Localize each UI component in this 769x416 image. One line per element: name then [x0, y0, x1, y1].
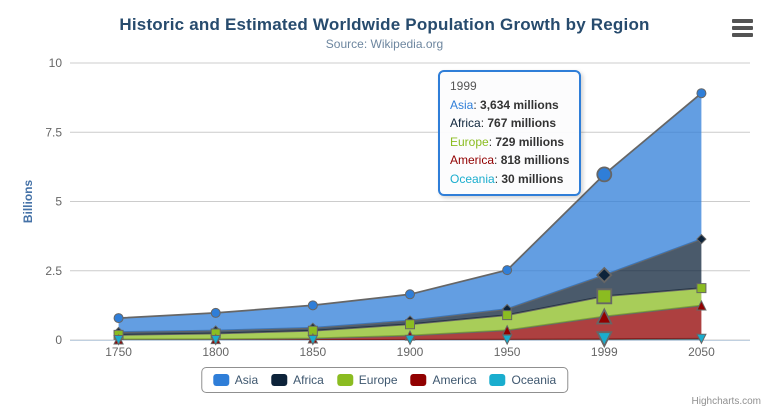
- legend-label: Oceania: [511, 373, 557, 387]
- legend: Asia Africa Europe America Oceania: [200, 367, 569, 393]
- x-axis-tick-label: 1950: [494, 345, 521, 359]
- y-axis-tick-label: 2.5: [45, 264, 62, 278]
- legend-label: America: [432, 373, 477, 387]
- x-axis-tick-label: 1900: [397, 345, 424, 359]
- marker-asia-1950[interactable]: [502, 265, 513, 276]
- legend-label: Africa: [293, 373, 324, 387]
- marker-oceania-1850[interactable]: [307, 334, 319, 346]
- y-axis-tick-label: 5: [55, 195, 62, 209]
- marker-asia-1850[interactable]: [307, 300, 318, 311]
- legend-swatch-europe: [336, 374, 353, 386]
- marker-europe-1900[interactable]: [405, 319, 415, 330]
- marker-europe-2050[interactable]: [696, 283, 707, 294]
- legend-item-oceania[interactable]: Oceania: [489, 373, 557, 387]
- marker-america-2050[interactable]: [696, 299, 707, 311]
- marker-africa-2050[interactable]: [696, 233, 707, 245]
- x-axis-tick-label: 1850: [300, 345, 327, 359]
- y-axis-tick-label: 0: [55, 333, 62, 347]
- area-asia[interactable]: [118, 93, 702, 332]
- y-axis-tick-label: 10: [49, 56, 63, 70]
- legend-item-europe[interactable]: Europe: [336, 373, 398, 387]
- hamburger-icon: [732, 19, 753, 23]
- export-menu-button[interactable]: [732, 19, 756, 37]
- x-axis-tick-label: 1800: [202, 345, 229, 359]
- marker-africa-1999[interactable]: [596, 266, 613, 284]
- marker-oceania-1999[interactable]: [595, 331, 613, 349]
- marker-asia-1999[interactable]: [596, 166, 613, 183]
- marker-asia-1800[interactable]: [210, 307, 221, 318]
- y-axis-tick-label: 7.5: [45, 125, 62, 139]
- hamburger-icon: [732, 26, 753, 30]
- area-africa[interactable]: [118, 239, 702, 335]
- legend-swatch-africa: [271, 374, 288, 386]
- marker-asia-1750[interactable]: [113, 313, 124, 324]
- marker-europe-1999[interactable]: [596, 288, 613, 305]
- hamburger-icon: [732, 33, 753, 37]
- marker-oceania-1900[interactable]: [404, 334, 416, 346]
- chart-subtitle: Source: Wikipedia.org: [325, 37, 444, 51]
- x-axis-tick-label: 1999: [591, 345, 618, 359]
- legend-label: Asia: [234, 373, 259, 387]
- chart-title: Historic and Estimated Worldwide Populat…: [119, 15, 650, 34]
- y-axis-title: Billions: [21, 180, 35, 224]
- marker-america-1999[interactable]: [595, 307, 613, 325]
- marker-oceania-1800[interactable]: [210, 334, 222, 346]
- marker-oceania-1950[interactable]: [501, 334, 513, 346]
- legend-item-america[interactable]: America: [410, 373, 477, 387]
- legend-swatch-america: [410, 374, 427, 386]
- legend-swatch-oceania: [489, 374, 506, 386]
- legend-swatch-asia: [212, 374, 229, 386]
- legend-label: Europe: [358, 373, 398, 387]
- x-axis-tick-label: 2050: [688, 345, 715, 359]
- marker-europe-1950[interactable]: [502, 310, 513, 321]
- marker-oceania-2050[interactable]: [696, 333, 707, 345]
- credits-link[interactable]: Highcharts.com: [691, 396, 761, 407]
- marker-asia-1900[interactable]: [405, 289, 415, 300]
- area-america[interactable]: [118, 305, 702, 340]
- legend-item-asia[interactable]: Asia: [212, 373, 259, 387]
- legend-item-africa[interactable]: Africa: [271, 373, 324, 387]
- marker-asia-2050[interactable]: [696, 88, 707, 99]
- marker-oceania-1750[interactable]: [113, 334, 124, 346]
- x-axis-tick-label: 1750: [105, 345, 132, 359]
